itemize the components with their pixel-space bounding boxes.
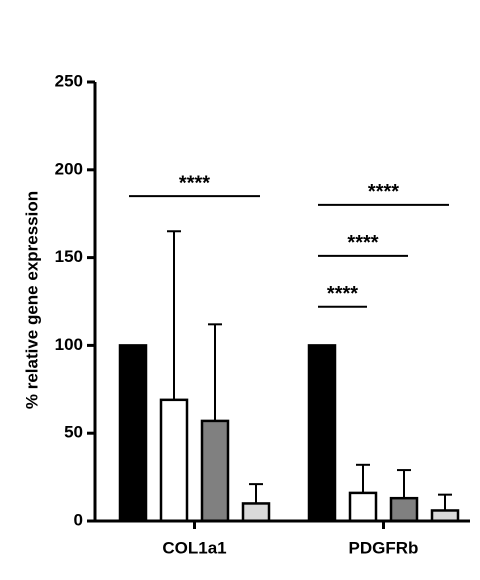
bar bbox=[241, 502, 271, 523]
significance-label: **** bbox=[368, 181, 399, 203]
bar bbox=[307, 344, 337, 523]
y-tick-label: 200 bbox=[55, 159, 83, 178]
y-axis-label: % relative gene expression bbox=[22, 191, 41, 409]
x-tick-label: PDGFRb bbox=[349, 538, 419, 557]
significance-label: **** bbox=[347, 232, 378, 254]
y-tick-label: 0 bbox=[74, 510, 83, 529]
y-tick-label: 150 bbox=[55, 247, 83, 266]
bar bbox=[159, 398, 189, 523]
y-tick-label: 50 bbox=[64, 423, 83, 442]
bar bbox=[389, 496, 419, 523]
significance-label: **** bbox=[327, 283, 358, 305]
bar bbox=[200, 419, 230, 523]
x-tick-label: COL1a1 bbox=[162, 538, 226, 557]
bar bbox=[118, 344, 148, 523]
significance-label: **** bbox=[179, 172, 210, 194]
bar bbox=[430, 509, 460, 523]
y-tick-label: 250 bbox=[55, 71, 83, 90]
y-tick-label: 100 bbox=[55, 335, 83, 354]
bar bbox=[348, 491, 378, 523]
